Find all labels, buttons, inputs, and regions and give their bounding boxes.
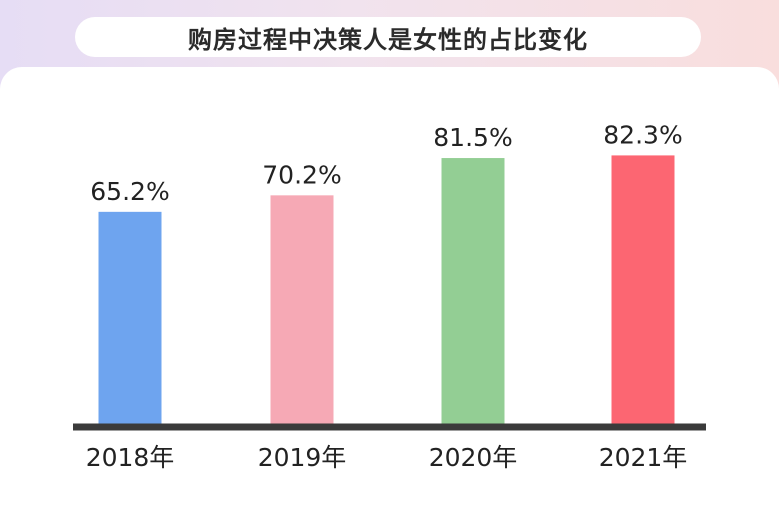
data-label-2: 81.5% (433, 123, 512, 152)
x-tick-label-0: 2018年 (86, 443, 175, 472)
bars-layer (98, 155, 675, 428)
bar-3 (611, 155, 675, 427)
labels-layer: 65.2% 2018年 70.2% 2019年 81.5% 2020年 82.3% 2021年 (86, 120, 688, 472)
chart-title: 购房过程中决策人是女性的占比变化 (188, 25, 588, 54)
bar-0 (98, 211, 162, 427)
data-label-3: 82.3% (603, 120, 682, 149)
bar-2 (441, 158, 505, 428)
x-tick-label-2: 2020年 (429, 443, 518, 472)
x-tick-label-1: 2019年 (258, 443, 347, 472)
x-tick-label-3: 2021年 (599, 443, 688, 472)
chart-title-pill: 购房过程中决策人是女性的占比变化 (75, 17, 701, 57)
bar-1 (270, 195, 334, 427)
data-label-1: 70.2% (262, 160, 341, 189)
data-label-0: 65.2% (90, 177, 169, 206)
